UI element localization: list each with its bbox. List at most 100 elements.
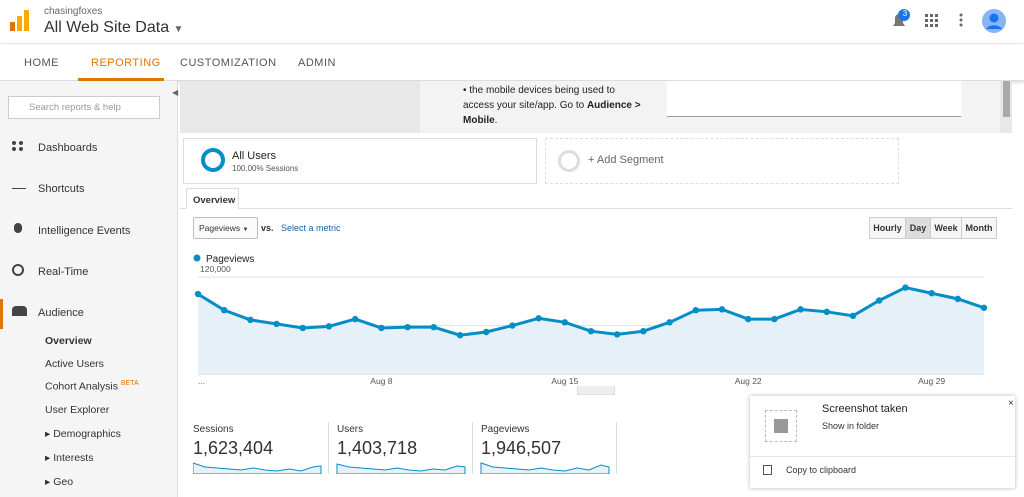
- property-selector[interactable]: All Web Site Data ▼: [44, 19, 184, 36]
- nav-tab-active[interactable]: REPORTING: [91, 57, 161, 69]
- sparklines: [193, 462, 610, 474]
- x-tick-label: Aug 8: [370, 376, 392, 386]
- nav-tab[interactable]: ADMIN: [298, 57, 336, 69]
- segment-card[interactable]: All Users 100.00% Sessions: [183, 138, 537, 184]
- sidebar-subitem[interactable]: ▸ Geo: [45, 476, 74, 488]
- account-name: chasingfoxes: [44, 6, 103, 17]
- point: [325, 323, 333, 330]
- icon: [14, 223, 22, 233]
- summary-value: 1,946,507: [481, 438, 562, 458]
- text: .: [494, 115, 498, 126]
- search-box[interactable]: Search reports & help: [8, 96, 160, 119]
- legend-label: Pageviews: [206, 254, 254, 265]
- apps-icon[interactable]: [925, 14, 939, 28]
- point: [273, 320, 280, 328]
- divider: [616, 422, 617, 474]
- x-tick-label: ...: [198, 376, 205, 386]
- summary-value: 1,403,718: [337, 438, 418, 458]
- point: [509, 322, 516, 329]
- y-tick-label: 120,000: [200, 264, 231, 274]
- summary-label: Pageviews: [481, 424, 530, 435]
- nav-tab[interactable]: CUSTOMIZATION: [180, 57, 277, 69]
- text-bold: Audience > Mobile: [463, 100, 641, 126]
- top-bar: chasingfoxes All Web Site Data ▼ 3: [0, 0, 1024, 44]
- point: [299, 324, 306, 332]
- point: [378, 324, 385, 332]
- toast-title: Screenshot taken: [822, 403, 908, 415]
- collapse-arrow[interactable]: ◀: [172, 88, 179, 97]
- period-button[interactable]: Month: [961, 217, 997, 239]
- vs-label: vs.: [261, 223, 274, 233]
- sidebar-item[interactable]: Audience: [38, 307, 84, 319]
- dropdown-label: Pageviews: [199, 223, 241, 233]
- sidebar-item[interactable]: Intelligence Events: [38, 225, 131, 237]
- point: [954, 295, 961, 303]
- sidebar-subitem[interactable]: User Explorer: [45, 404, 110, 416]
- point: [587, 327, 595, 335]
- toast-action[interactable]: Show in folder: [822, 421, 880, 431]
- nav-bar: HOME REPORTING CUSTOMIZATION ADMIN: [0, 44, 1024, 81]
- subitem-label: Demographics: [53, 428, 121, 440]
- sidebar-subitem[interactable]: ▸ Interests: [45, 452, 94, 464]
- divider: [328, 422, 329, 474]
- divider: [472, 422, 473, 474]
- point: [430, 323, 437, 331]
- sidebar-subitem[interactable]: ▸ Demographics: [45, 428, 121, 440]
- x-tick-label: Aug 29: [918, 376, 945, 386]
- sidebar-subitem[interactable]: Active Users: [45, 358, 104, 370]
- segment-ring: [201, 148, 225, 172]
- banner-box: [667, 81, 961, 117]
- active-marker: [0, 299, 3, 329]
- point: [980, 304, 988, 311]
- search-placeholder: Search reports & help: [29, 102, 121, 113]
- subitem-label: Geo: [53, 476, 74, 488]
- point: [823, 308, 830, 316]
- chart-handle[interactable]: [577, 386, 615, 395]
- point: [483, 328, 490, 336]
- segment-name: All Users: [232, 150, 277, 162]
- add-segment[interactable]: + Add Segment: [545, 138, 899, 184]
- nav-tab[interactable]: HOME: [24, 57, 59, 69]
- sidebar-subitem[interactable]: Cohort Analysis BETA: [45, 380, 139, 393]
- bell-icon[interactable]: [890, 8, 910, 30]
- toast: Screenshot taken Show in folder × Copy t…: [750, 396, 1015, 488]
- segment-detail: 100.00% Sessions: [232, 164, 299, 173]
- metric-dropdown[interactable]: Pageviews ▼: [193, 217, 258, 239]
- icon: [12, 188, 26, 189]
- segment-ring: [558, 150, 580, 172]
- point: [221, 306, 228, 314]
- summary-label: Users: [337, 424, 364, 435]
- point: [247, 316, 254, 324]
- icon: [12, 264, 24, 276]
- point: [692, 306, 699, 314]
- sidebar-subitem-active[interactable]: Overview: [45, 335, 92, 347]
- menu-icon[interactable]: [958, 13, 964, 29]
- point: [797, 306, 804, 313]
- toast-copy[interactable]: Copy to clipboard: [786, 465, 857, 475]
- point: [876, 297, 883, 304]
- banner-text: • the mobile devices being used to acces…: [463, 85, 641, 126]
- active-underline: [78, 78, 164, 81]
- x-tick-label: Aug 15: [551, 376, 578, 386]
- sidebar-item[interactable]: Dashboards: [38, 142, 98, 154]
- select-metric[interactable]: Select a metric: [281, 223, 341, 233]
- point: [902, 284, 909, 291]
- point: [352, 315, 359, 323]
- tab-rule: [180, 208, 1012, 209]
- tab[interactable]: Overview: [186, 188, 239, 209]
- sidebar-item[interactable]: Shortcuts: [38, 183, 85, 195]
- point: [194, 290, 202, 298]
- point: [928, 290, 935, 297]
- subitem-label: Cohort Analysis: [45, 380, 118, 393]
- point: [404, 323, 411, 331]
- sidebar-item[interactable]: Real-Time: [38, 266, 89, 278]
- point: [718, 306, 726, 313]
- text: the mobile devices being used to access …: [463, 85, 615, 111]
- copy-icon: [763, 465, 772, 475]
- x-tick-label: Aug 22: [735, 376, 762, 386]
- avatar[interactable]: [982, 9, 1006, 33]
- toast-close[interactable]: ×: [1008, 398, 1014, 409]
- icon: [12, 306, 27, 316]
- point: [849, 312, 857, 320]
- summary-label: Sessions: [193, 424, 234, 435]
